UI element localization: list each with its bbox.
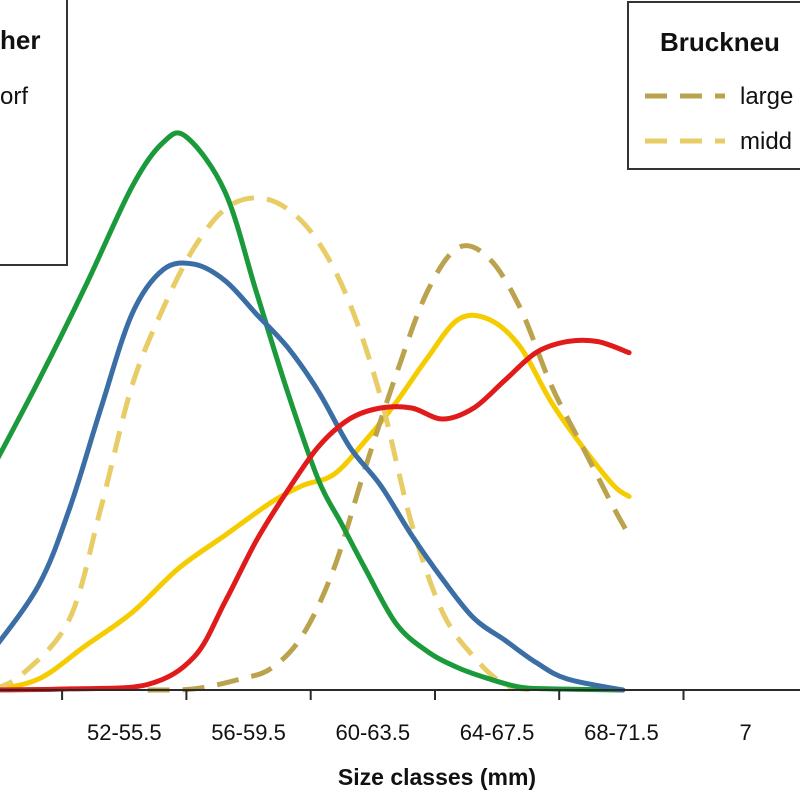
x-tick-label: 52-55.5 bbox=[87, 720, 162, 745]
x-tick-label: 60-63.5 bbox=[335, 720, 410, 745]
series-line-middle-dashed bbox=[0, 195, 537, 693]
x-tick-labels: 52-55.5 56-59.5 60-63.5 64-67.5 68-71.5 7 bbox=[87, 720, 752, 745]
legend-right-title: Bruckneu bbox=[660, 27, 780, 57]
legend-left-box bbox=[0, 0, 68, 266]
series-line-red bbox=[0, 337, 632, 693]
x-tick-label: 64-67.5 bbox=[460, 720, 535, 745]
x-tick-label: 56-59.5 bbox=[211, 720, 286, 745]
series-line-blue bbox=[0, 260, 626, 693]
series-layer bbox=[0, 130, 632, 693]
x-tick-label: 68-71.5 bbox=[584, 720, 659, 745]
x-tick-label: 7 bbox=[739, 720, 751, 745]
series-line-yellow bbox=[0, 312, 632, 692]
x-tick-marks bbox=[61, 690, 685, 700]
x-axis-title: Size classes (mm) bbox=[338, 764, 536, 790]
legend-left-title: her bbox=[0, 25, 40, 55]
legend-right-entry-middle: midd bbox=[740, 128, 792, 155]
legend-right-entry-large: large bbox=[740, 83, 793, 110]
x-axis: 52-55.5 56-59.5 60-63.5 64-67.5 68-71.5 7 Siz… bbox=[0, 689, 800, 790]
legend-left: her orf bbox=[0, 0, 68, 266]
legend-right: Bruckneu large midd bbox=[627, 1, 800, 170]
legend-left-entry-1: orf bbox=[0, 83, 28, 110]
series-line-green bbox=[0, 130, 626, 693]
series-line-large-dashed bbox=[147, 243, 632, 693]
